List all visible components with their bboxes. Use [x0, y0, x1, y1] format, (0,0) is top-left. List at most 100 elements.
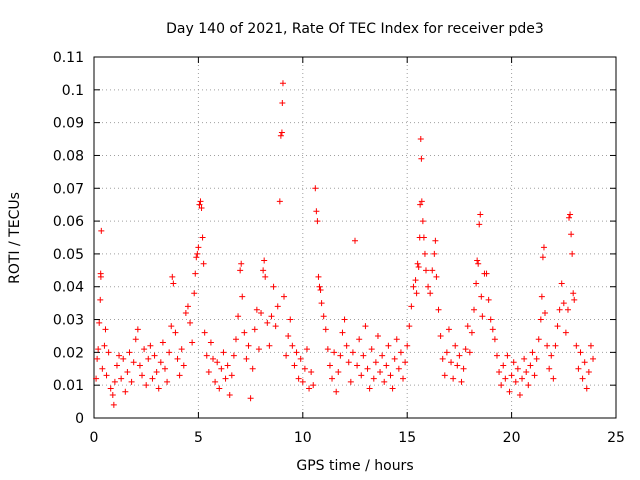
data-point — [274, 303, 281, 310]
data-point — [556, 306, 563, 313]
data-point — [281, 293, 288, 300]
data-point — [537, 316, 544, 323]
data-point — [341, 316, 348, 323]
data-point — [258, 309, 265, 316]
data-point — [417, 136, 424, 143]
data-point — [400, 375, 407, 382]
data-point — [111, 378, 118, 385]
data-point — [508, 372, 515, 379]
y-tick-label: 0.03 — [53, 313, 84, 329]
data-point — [420, 234, 427, 241]
data-point — [299, 378, 306, 385]
data-point — [544, 342, 551, 349]
x-tick-label: 5 — [194, 430, 203, 446]
data-point — [483, 270, 490, 277]
data-point — [198, 204, 205, 211]
data-point — [166, 349, 173, 356]
data-point — [471, 306, 478, 313]
data-point — [170, 280, 177, 287]
data-point — [283, 352, 290, 359]
data-point — [335, 369, 342, 376]
data-point — [226, 392, 233, 399]
data-point — [317, 287, 324, 294]
data-point — [109, 392, 116, 399]
data-point — [113, 362, 120, 369]
data-point — [452, 342, 459, 349]
data-point — [264, 319, 271, 326]
data-point — [224, 362, 231, 369]
data-point — [464, 323, 471, 330]
data-point — [184, 303, 191, 310]
data-point — [485, 296, 492, 303]
data-point — [531, 372, 538, 379]
data-point — [139, 372, 146, 379]
data-point — [99, 365, 106, 372]
chart-title: Day 140 of 2021, Rate Of TEC Index for r… — [166, 21, 544, 37]
data-point — [450, 375, 457, 382]
data-point — [414, 260, 421, 267]
data-point — [562, 329, 569, 336]
data-point — [385, 342, 392, 349]
data-point — [261, 257, 268, 264]
data-point — [389, 385, 396, 392]
data-point — [297, 355, 304, 362]
data-point — [174, 355, 181, 362]
data-point — [145, 355, 152, 362]
data-point — [462, 346, 469, 353]
data-point — [425, 283, 432, 290]
data-point — [247, 395, 254, 402]
y-tick-label: 0.05 — [53, 247, 84, 263]
data-point — [429, 267, 436, 274]
data-point — [337, 352, 344, 359]
data-point — [326, 362, 333, 369]
data-point — [230, 352, 237, 359]
y-tick-label: 0.09 — [53, 116, 84, 132]
data-point — [487, 316, 494, 323]
grid-lines — [94, 57, 616, 418]
data-point — [320, 313, 327, 320]
data-point — [415, 264, 422, 271]
data-point — [172, 329, 179, 336]
data-point — [191, 290, 198, 297]
data-point — [402, 359, 409, 366]
data-point — [343, 342, 350, 349]
data-point — [575, 365, 582, 372]
y-tick-label: 0.01 — [53, 378, 84, 394]
x-tick-label: 25 — [607, 430, 625, 446]
data-point — [324, 346, 331, 353]
data-point — [581, 359, 588, 366]
data-point — [126, 349, 133, 356]
data-point — [412, 277, 419, 284]
data-point — [149, 375, 156, 382]
data-point — [349, 349, 356, 356]
data-point — [194, 250, 201, 257]
data-point — [422, 267, 429, 274]
data-point — [587, 342, 594, 349]
data-point — [466, 349, 473, 356]
data-point — [358, 372, 365, 379]
data-point — [168, 323, 175, 330]
data-point — [435, 306, 442, 313]
data-point — [216, 385, 223, 392]
data-point — [101, 342, 108, 349]
data-point — [445, 326, 452, 333]
data-point — [377, 369, 384, 376]
data-point — [432, 237, 439, 244]
data-point — [566, 214, 573, 221]
data-point — [533, 355, 540, 362]
data-point — [458, 378, 465, 385]
data-point — [540, 244, 547, 251]
data-point — [387, 372, 394, 379]
data-point — [506, 388, 513, 395]
y-tick-label: 0.06 — [53, 214, 84, 230]
data-point — [479, 313, 486, 320]
y-tick-label: 0.07 — [53, 181, 84, 197]
data-point — [182, 309, 189, 316]
data-point — [228, 372, 235, 379]
data-point — [141, 346, 148, 353]
data-point — [352, 237, 358, 244]
data-point — [276, 198, 283, 205]
data-point — [410, 283, 417, 290]
data-point — [105, 349, 112, 356]
